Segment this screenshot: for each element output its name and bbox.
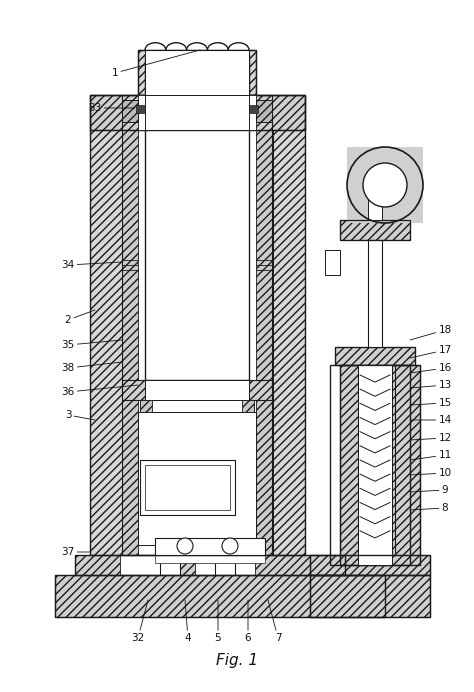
Bar (55, 575, 385, 617)
Text: 5: 5 (215, 600, 221, 643)
Circle shape (177, 538, 193, 554)
Text: 15: 15 (410, 398, 452, 408)
Bar (90, 95, 305, 555)
Bar (75, 555, 345, 575)
Text: 17: 17 (410, 345, 452, 358)
Bar (90, 95, 305, 130)
Bar (256, 95, 272, 555)
Bar (368, 240, 382, 347)
Text: 8: 8 (410, 503, 448, 513)
Bar (335, 347, 415, 365)
Text: 14: 14 (410, 415, 452, 425)
Bar (340, 365, 410, 565)
Text: 34: 34 (61, 260, 122, 270)
Bar (122, 380, 272, 400)
Bar (122, 95, 272, 555)
Bar (120, 555, 180, 575)
Bar (242, 400, 254, 412)
Bar (55, 575, 385, 617)
Text: 4: 4 (185, 600, 191, 643)
Bar (122, 380, 272, 400)
Bar (347, 147, 423, 223)
Text: Fig. 1: Fig. 1 (216, 653, 258, 668)
Bar (140, 400, 152, 412)
Bar (145, 95, 249, 130)
Bar (340, 365, 358, 565)
Bar (122, 95, 138, 555)
Bar (138, 50, 256, 95)
Bar (273, 95, 305, 555)
Text: 1: 1 (112, 50, 200, 78)
Bar (145, 380, 249, 400)
Text: 13: 13 (410, 380, 452, 390)
Bar (155, 538, 265, 555)
Bar (90, 95, 305, 130)
Text: 10: 10 (410, 468, 452, 478)
Bar (145, 465, 230, 510)
Bar (195, 555, 255, 575)
Text: 33: 33 (88, 103, 135, 113)
Text: 35: 35 (61, 340, 122, 350)
Bar (140, 400, 254, 412)
Text: 3: 3 (64, 410, 95, 420)
Text: 12: 12 (410, 433, 452, 443)
Text: 2: 2 (64, 310, 95, 325)
Bar (335, 347, 415, 365)
Bar (145, 50, 249, 95)
Bar (310, 575, 430, 617)
Text: 11: 11 (410, 450, 452, 460)
Text: 7: 7 (268, 600, 281, 643)
Bar (330, 365, 420, 565)
Text: 38: 38 (61, 362, 122, 373)
Bar (340, 220, 410, 240)
Text: 32: 32 (131, 600, 148, 643)
Bar (340, 220, 410, 240)
Bar (310, 555, 430, 575)
Text: 9: 9 (410, 485, 448, 495)
Bar (395, 365, 420, 565)
Bar (325, 250, 340, 275)
Bar (138, 50, 256, 95)
Bar (155, 555, 265, 563)
Bar (140, 460, 235, 515)
Text: 37: 37 (61, 547, 90, 557)
Text: 6: 6 (245, 600, 251, 643)
Text: 36: 36 (61, 385, 138, 397)
Bar (392, 365, 410, 565)
Bar (358, 365, 392, 565)
Bar (136, 105, 144, 113)
Text: 18: 18 (410, 325, 452, 340)
Bar (75, 555, 345, 575)
Bar (310, 555, 430, 575)
Bar (145, 55, 249, 380)
Bar (256, 100, 272, 122)
Bar (138, 95, 256, 130)
Bar (138, 412, 256, 545)
Circle shape (222, 538, 238, 554)
Circle shape (363, 163, 407, 207)
Bar (122, 100, 138, 122)
Bar (90, 95, 122, 555)
Bar (368, 175, 382, 220)
Bar (310, 575, 430, 617)
Text: 16: 16 (410, 363, 452, 373)
Bar (250, 105, 258, 113)
